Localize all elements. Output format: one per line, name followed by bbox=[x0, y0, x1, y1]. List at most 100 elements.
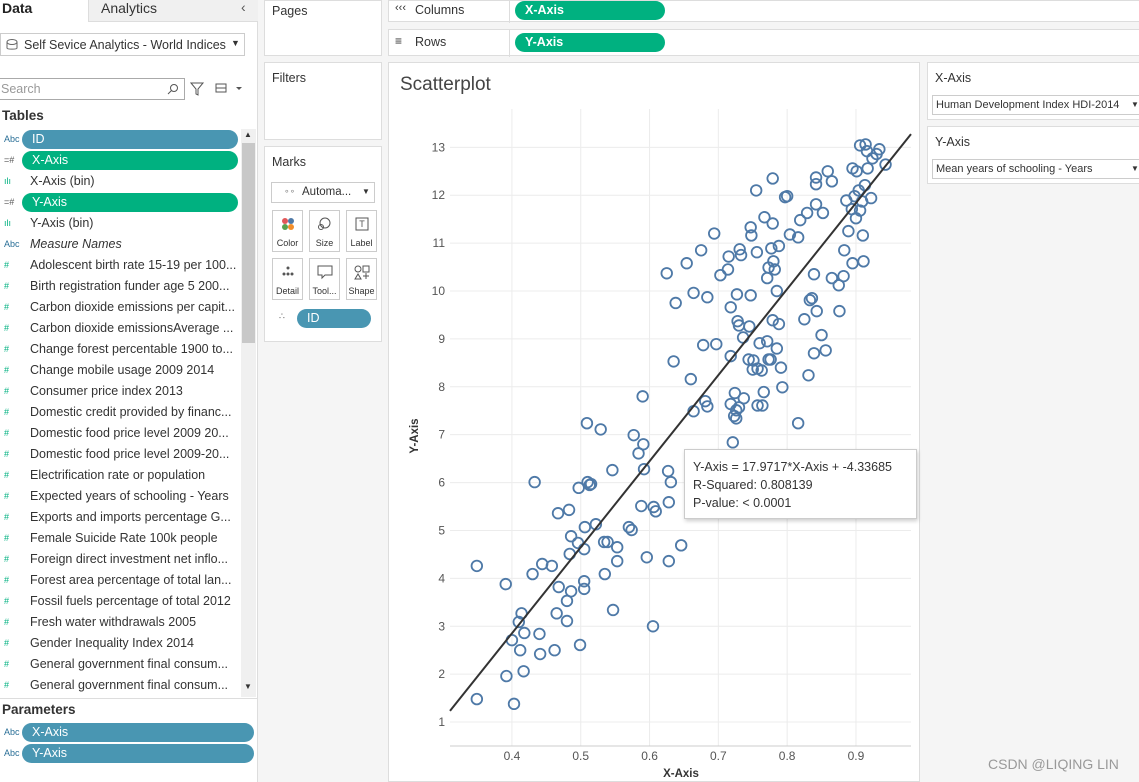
card-title: Pages bbox=[272, 4, 308, 18]
shelf-icon: ‹‹‹ bbox=[395, 2, 406, 14]
parameter-row[interactable]: Abc X-Axis bbox=[0, 722, 254, 742]
mark-button[interactable]: Color bbox=[272, 210, 303, 252]
field-row[interactable]: ılı Y-Axis (bin) bbox=[0, 213, 240, 233]
field-icon: ılı bbox=[4, 176, 12, 186]
mark-button[interactable]: T Label bbox=[346, 210, 377, 252]
field-name: Adolescent birth rate 15-19 per 100... bbox=[30, 258, 237, 272]
scatter-point bbox=[749, 184, 763, 197]
field-row[interactable]: # Electrification rate or population bbox=[0, 465, 240, 485]
field-row[interactable]: # Change forest percentable 1900 to... bbox=[0, 339, 240, 359]
dropdown-arrow: ▼ bbox=[231, 38, 240, 48]
scatter-point bbox=[562, 503, 576, 517]
mark-button[interactable]: Detail bbox=[272, 258, 303, 300]
mark-button[interactable]: Size bbox=[309, 210, 340, 252]
scatter-point bbox=[765, 242, 778, 255]
collapse-icon[interactable]: ‹ bbox=[241, 0, 246, 15]
search-placeholder: Search bbox=[1, 82, 41, 96]
field-row[interactable]: # Birth registration funder age 5 200... bbox=[0, 276, 240, 296]
field-row[interactable]: # Carbon dioxide emissionsAverage ... bbox=[0, 318, 240, 338]
search-box[interactable]: Search bbox=[0, 78, 185, 100]
scatter-point bbox=[757, 385, 770, 399]
field-row[interactable]: # General government final consum... bbox=[0, 654, 240, 674]
mark-type-select[interactable]: ∘∘ Automa... ▼ bbox=[271, 182, 375, 203]
field-name: Change mobile usage 2009 2014 bbox=[30, 363, 215, 377]
pill-label: ID bbox=[307, 311, 320, 325]
field-row[interactable]: # Expected years of schooling - Years bbox=[0, 486, 240, 506]
scroll-up[interactable]: ▲ bbox=[244, 130, 252, 139]
field-row[interactable]: # Adolescent birth rate 15-19 per 100... bbox=[0, 255, 240, 275]
scroll-down[interactable]: ▼ bbox=[244, 682, 252, 691]
detail-icon: ∴ bbox=[279, 311, 285, 321]
field-icon: # bbox=[4, 638, 10, 648]
field-row[interactable]: # General government final consum... bbox=[0, 675, 240, 695]
field-row[interactable]: # Female Suicide Rate 100k people bbox=[0, 528, 240, 548]
field-row[interactable]: # Carbon dioxide emissions per capit... bbox=[0, 297, 240, 317]
field-name: Expected years of schooling - Years bbox=[30, 489, 229, 503]
field-row[interactable]: Abc ID bbox=[0, 129, 240, 149]
scatter-point bbox=[791, 231, 805, 244]
mark-button-label: Size bbox=[315, 238, 334, 248]
field-row[interactable]: # Domestic credit provided by financ... bbox=[0, 402, 240, 422]
columns-pill[interactable]: X-Axis bbox=[515, 1, 665, 20]
field-row[interactable]: ılı X-Axis (bin) bbox=[0, 171, 240, 191]
field-icon: ılı bbox=[4, 218, 12, 228]
scatter-point bbox=[662, 554, 676, 568]
field-row[interactable]: # Change mobile usage 2009 2014 bbox=[0, 360, 240, 380]
scatter-point bbox=[879, 158, 892, 171]
parameter-select[interactable]: Human Development Index HDI-2014 ▼ bbox=[932, 95, 1139, 115]
parameter-value: Mean years of schooling - Years bbox=[936, 163, 1093, 175]
scatter-point bbox=[664, 475, 678, 489]
scatter-point bbox=[861, 162, 874, 175]
field-icon: # bbox=[4, 533, 10, 543]
scatter-point bbox=[750, 246, 764, 259]
detail-pill[interactable]: ID bbox=[297, 309, 371, 328]
scatter-point bbox=[572, 481, 585, 495]
field-name: Exports and imports percentage G... bbox=[30, 510, 231, 524]
field-row[interactable]: # Gender Inequality Index 2014 bbox=[0, 633, 240, 653]
field-row[interactable]: # Fresh water withdrawals 2005 bbox=[0, 612, 240, 632]
scatter-point bbox=[743, 320, 756, 333]
parameter-select[interactable]: Mean years of schooling - Years ▼ bbox=[932, 159, 1139, 179]
scroll-thumb[interactable] bbox=[242, 143, 255, 343]
field-row[interactable]: # Forest area percentage of total lan... bbox=[0, 570, 240, 590]
parameter-row[interactable]: Abc Y-Axis bbox=[0, 743, 254, 763]
tab-data[interactable]: Data bbox=[0, 0, 88, 22]
field-name: Domestic credit provided by financ... bbox=[30, 405, 232, 419]
field-row[interactable]: # Domestic food price level 2009 20... bbox=[0, 423, 240, 443]
tab-analytics[interactable]: Analytics ‹ bbox=[88, 0, 258, 22]
scatter-point bbox=[815, 328, 828, 342]
datasource-select[interactable]: Self Sevice Analytics - World Indices ▼ bbox=[0, 33, 245, 56]
scatter-point bbox=[833, 304, 846, 318]
field-icon: # bbox=[4, 617, 10, 627]
x-tick-label: 0.6 bbox=[641, 749, 658, 763]
field-icon: # bbox=[4, 344, 10, 354]
field-row[interactable]: Abc Measure Names bbox=[0, 234, 240, 254]
scatter-point bbox=[637, 462, 651, 476]
scatter-point bbox=[669, 296, 682, 310]
parameter-name: X-Axis bbox=[32, 725, 69, 739]
mark-button[interactable]: Tool... bbox=[309, 258, 340, 300]
mark-button[interactable]: Shape bbox=[346, 258, 377, 300]
filter-view-icons[interactable] bbox=[190, 81, 250, 97]
trend-line bbox=[449, 133, 912, 712]
field-row[interactable]: =# Y-Axis bbox=[0, 192, 240, 212]
scatter-point bbox=[710, 337, 723, 351]
scatter-point bbox=[694, 244, 708, 257]
scatter-point bbox=[809, 177, 823, 191]
field-row[interactable]: # Exports and imports percentage G... bbox=[0, 507, 240, 527]
svg-text:T: T bbox=[359, 219, 365, 229]
scatter-point bbox=[528, 475, 541, 489]
scatter-point bbox=[728, 386, 742, 400]
field-row[interactable]: # Consumer price index 2013 bbox=[0, 381, 240, 401]
columns-shelf: ‹‹‹ Columns X-Axis bbox=[388, 0, 1139, 23]
field-row[interactable]: # Domestic food price level 2009-20... bbox=[0, 444, 240, 464]
scatter-point bbox=[701, 291, 714, 304]
field-row[interactable]: # Fossil fuels percentage of total 2012 bbox=[0, 591, 240, 611]
scrollbar[interactable]: ▲ ▼ bbox=[241, 129, 256, 697]
field-row[interactable]: # Foreign direct investment net inflo... bbox=[0, 549, 240, 569]
tooltip-line: P-value: < 0.0001 bbox=[693, 496, 792, 510]
field-row[interactable]: =# X-Axis bbox=[0, 150, 240, 170]
rows-pill[interactable]: Y-Axis bbox=[515, 33, 665, 52]
scatter-point bbox=[760, 271, 774, 285]
marks-card: Marks ∘∘ Automa... ▼ ID ∴ Color Size T Label D… bbox=[264, 146, 382, 342]
